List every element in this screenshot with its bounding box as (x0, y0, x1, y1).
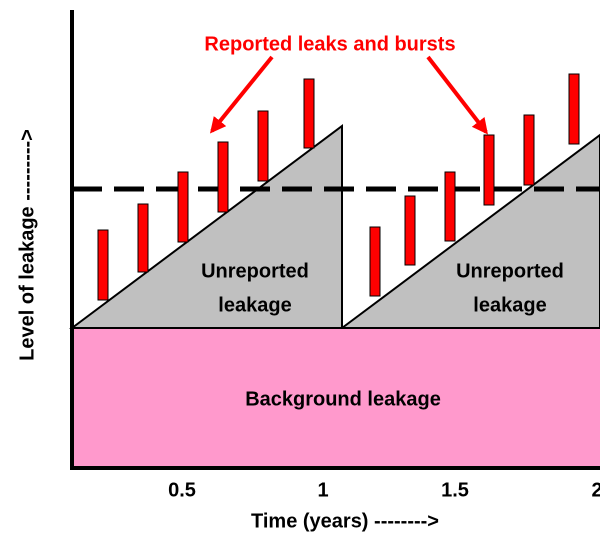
x-tick-label: 2 (591, 479, 600, 501)
leak-bars (97, 73, 580, 301)
leak-bar (303, 78, 315, 149)
y-axis-label: Level of leakage ---------> (16, 129, 38, 361)
leak-bar (177, 171, 189, 243)
region-label: leakage (473, 294, 546, 316)
x-tick-label: 1.5 (441, 479, 469, 501)
x-tick-label: 0.5 (168, 479, 196, 501)
region-label: Background leakage (245, 388, 441, 410)
unreported-region (68, 124, 343, 329)
arrow (209, 55, 274, 134)
leak-bar (523, 114, 535, 186)
leak-bar (97, 229, 109, 301)
region-label: leakage (218, 294, 291, 316)
leak-bar (404, 195, 416, 266)
leak-bar (483, 134, 495, 206)
region-label: Unreported (456, 260, 564, 282)
title: Reported leaks and bursts (204, 33, 455, 55)
leak-bar (369, 226, 381, 297)
unreported-region (338, 133, 600, 329)
region-label: Unreported (201, 260, 309, 282)
leak-bar (137, 203, 149, 273)
x-axis-label: Time (years) --------> (251, 510, 439, 532)
leak-bar (257, 110, 269, 182)
background-region (72, 328, 600, 468)
leak-bar (444, 171, 456, 242)
arrow (426, 55, 488, 135)
x-tick-label: 1 (317, 479, 328, 501)
leak-bar (217, 141, 229, 213)
leak-bar (568, 73, 580, 145)
